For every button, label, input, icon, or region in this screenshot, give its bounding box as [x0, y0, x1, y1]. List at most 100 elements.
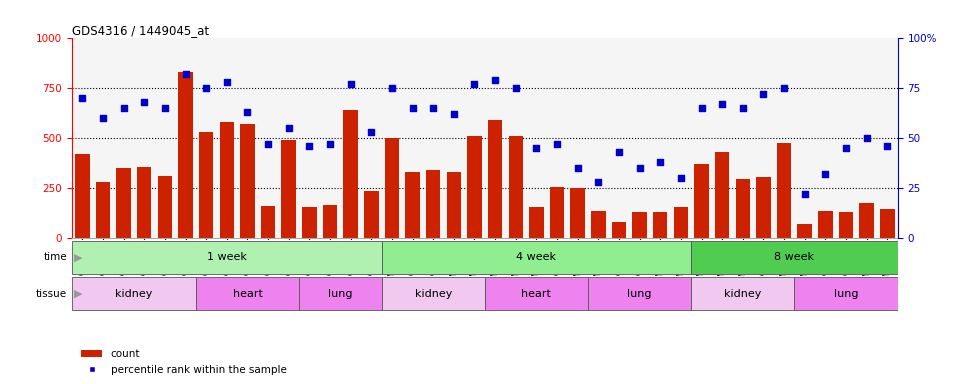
- Text: ▶: ▶: [74, 252, 83, 262]
- Bar: [157, 176, 172, 238]
- Point: [136, 99, 152, 105]
- Point: [694, 105, 709, 111]
- Point: [240, 109, 255, 115]
- Text: GDS4316 / 1449045_at: GDS4316 / 1449045_at: [72, 24, 209, 37]
- Point: [301, 143, 317, 149]
- Bar: [488, 120, 502, 238]
- Bar: [199, 132, 213, 238]
- Bar: [612, 222, 626, 238]
- Point: [488, 77, 503, 83]
- Bar: [446, 172, 461, 238]
- Bar: [839, 212, 853, 238]
- Bar: [529, 207, 543, 238]
- Point: [343, 81, 358, 88]
- Text: lung: lung: [833, 289, 858, 299]
- Text: lung: lung: [328, 289, 352, 299]
- Bar: [674, 207, 688, 238]
- Bar: [196, 277, 300, 310]
- Point: [859, 135, 875, 141]
- Text: heart: heart: [232, 289, 262, 299]
- Point: [673, 175, 688, 181]
- Point: [199, 85, 214, 91]
- Text: time: time: [43, 252, 67, 262]
- Point: [405, 105, 420, 111]
- Legend: count, percentile rank within the sample: count, percentile rank within the sample: [77, 345, 291, 379]
- Text: ▶: ▶: [74, 289, 83, 299]
- Point: [756, 91, 771, 98]
- Point: [178, 71, 193, 78]
- Text: kidney: kidney: [115, 289, 153, 299]
- Text: tissue: tissue: [36, 289, 67, 299]
- Point: [590, 179, 606, 185]
- Bar: [72, 277, 196, 310]
- Point: [116, 105, 132, 111]
- Bar: [570, 188, 585, 238]
- Bar: [485, 277, 588, 310]
- Point: [818, 171, 833, 177]
- Bar: [691, 241, 898, 274]
- Point: [157, 105, 173, 111]
- Point: [260, 141, 276, 147]
- Point: [446, 111, 462, 118]
- Bar: [344, 110, 358, 238]
- Bar: [299, 277, 381, 310]
- Bar: [323, 205, 337, 238]
- Bar: [694, 164, 708, 238]
- Point: [95, 115, 110, 121]
- Text: 1 week: 1 week: [206, 252, 247, 262]
- Bar: [550, 187, 564, 238]
- Bar: [818, 211, 832, 238]
- Bar: [240, 124, 254, 238]
- Bar: [116, 168, 131, 238]
- Bar: [96, 182, 110, 238]
- Point: [838, 145, 853, 151]
- Point: [425, 105, 441, 111]
- Bar: [756, 177, 771, 238]
- Bar: [880, 209, 895, 238]
- Text: kidney: kidney: [724, 289, 761, 299]
- Bar: [468, 136, 482, 238]
- Text: lung: lung: [627, 289, 652, 299]
- Point: [384, 85, 399, 91]
- Bar: [72, 241, 382, 274]
- Point: [364, 129, 379, 135]
- Point: [219, 79, 234, 85]
- Bar: [795, 277, 898, 310]
- Bar: [426, 170, 441, 238]
- Bar: [364, 191, 378, 238]
- Bar: [591, 211, 606, 238]
- Point: [529, 145, 544, 151]
- Point: [632, 165, 647, 171]
- Point: [797, 191, 812, 197]
- Point: [879, 143, 895, 149]
- Bar: [691, 277, 795, 310]
- Text: kidney: kidney: [415, 289, 452, 299]
- Point: [653, 159, 668, 165]
- Point: [467, 81, 482, 88]
- Bar: [715, 152, 730, 238]
- Bar: [777, 143, 791, 238]
- Bar: [179, 72, 193, 238]
- Bar: [302, 207, 317, 238]
- Bar: [75, 154, 89, 238]
- Text: 4 week: 4 week: [516, 252, 557, 262]
- Bar: [798, 224, 812, 238]
- Bar: [261, 206, 276, 238]
- Point: [549, 141, 564, 147]
- Bar: [137, 167, 152, 238]
- Bar: [385, 138, 399, 238]
- Point: [281, 125, 297, 131]
- Point: [612, 149, 627, 155]
- Bar: [633, 212, 647, 238]
- Bar: [382, 241, 691, 274]
- Text: heart: heart: [521, 289, 551, 299]
- Bar: [653, 212, 667, 238]
- Point: [735, 105, 751, 111]
- Bar: [859, 203, 874, 238]
- Point: [508, 85, 523, 91]
- Bar: [405, 172, 420, 238]
- Point: [777, 85, 792, 91]
- Bar: [281, 140, 296, 238]
- Bar: [735, 179, 750, 238]
- Bar: [220, 122, 234, 238]
